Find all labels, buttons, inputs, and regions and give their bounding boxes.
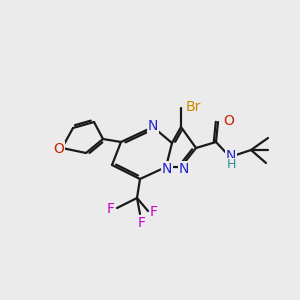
- Text: O: O: [223, 114, 234, 128]
- Text: N: N: [148, 119, 158, 133]
- Text: F: F: [138, 216, 146, 230]
- Text: H: H: [226, 158, 236, 172]
- Text: O: O: [54, 142, 64, 156]
- Text: N: N: [162, 162, 172, 176]
- Text: F: F: [150, 205, 158, 219]
- Text: N: N: [179, 162, 189, 176]
- Text: N: N: [226, 149, 236, 163]
- Text: Br: Br: [186, 100, 201, 114]
- Text: F: F: [107, 202, 115, 216]
